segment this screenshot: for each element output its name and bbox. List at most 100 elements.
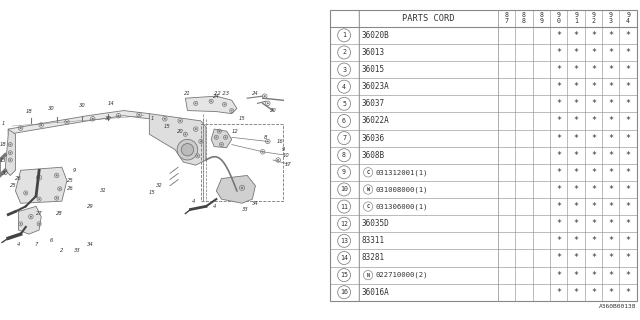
Text: *: * [626, 31, 630, 40]
Circle shape [25, 192, 27, 194]
Text: 7: 7 [35, 242, 38, 247]
Text: *: * [626, 185, 630, 194]
Text: 15: 15 [239, 116, 245, 121]
Text: *: * [608, 133, 613, 143]
Circle shape [221, 144, 222, 146]
Text: *: * [608, 219, 613, 228]
Circle shape [138, 114, 140, 116]
Text: 6: 6 [342, 118, 346, 124]
Circle shape [20, 223, 22, 225]
Text: *: * [608, 151, 613, 160]
Circle shape [164, 118, 166, 120]
Text: *: * [573, 253, 579, 262]
Text: *: * [573, 48, 579, 57]
Text: 25: 25 [67, 178, 74, 183]
Polygon shape [15, 167, 67, 203]
Text: *: * [591, 168, 596, 177]
Text: 83281: 83281 [362, 253, 385, 262]
Text: 36035D: 36035D [362, 219, 390, 228]
Text: C: C [367, 170, 370, 175]
Text: 15: 15 [149, 190, 156, 196]
Text: *: * [556, 48, 561, 57]
Text: *: * [626, 48, 630, 57]
Text: *: * [608, 82, 613, 91]
Circle shape [197, 155, 198, 157]
Text: *: * [556, 133, 561, 143]
Text: *: * [573, 288, 579, 297]
Text: 9
3: 9 3 [609, 12, 613, 24]
Circle shape [59, 188, 61, 190]
Text: 15: 15 [163, 124, 170, 129]
Text: 33: 33 [74, 248, 81, 253]
Circle shape [195, 128, 196, 130]
Text: *: * [556, 219, 561, 228]
Text: 16: 16 [276, 139, 284, 144]
Text: 36037: 36037 [362, 99, 385, 108]
Text: *: * [573, 31, 579, 40]
Text: 22 23: 22 23 [214, 91, 229, 96]
Text: *: * [573, 202, 579, 211]
Text: 20: 20 [177, 129, 184, 134]
Text: *: * [573, 133, 579, 143]
Text: 2: 2 [342, 49, 346, 55]
Text: *: * [591, 99, 596, 108]
Circle shape [38, 198, 40, 200]
Text: *: * [573, 219, 579, 228]
Text: 7: 7 [342, 135, 346, 141]
Text: *: * [556, 82, 561, 91]
Text: 18: 18 [26, 109, 32, 114]
Text: 17: 17 [285, 162, 292, 167]
Text: *: * [556, 271, 561, 280]
Text: *: * [626, 288, 630, 297]
Text: 4: 4 [17, 242, 20, 247]
Text: *: * [626, 236, 630, 245]
Text: *: * [626, 168, 630, 177]
Text: *: * [591, 48, 596, 57]
Text: *: * [556, 99, 561, 108]
Text: 15: 15 [340, 272, 348, 278]
Text: 5: 5 [342, 101, 346, 107]
Text: *: * [608, 48, 613, 57]
Circle shape [277, 159, 279, 161]
Text: 12: 12 [232, 129, 238, 134]
Text: *: * [556, 202, 561, 211]
Circle shape [10, 159, 12, 161]
Text: 11: 11 [340, 204, 348, 210]
Text: 29: 29 [87, 204, 94, 209]
Text: *: * [573, 65, 579, 74]
Text: *: * [626, 133, 630, 143]
Text: 1: 1 [1, 122, 4, 126]
Text: 1: 1 [342, 32, 346, 38]
Text: 3608B: 3608B [362, 151, 385, 160]
Text: *: * [573, 168, 579, 177]
Text: *: * [591, 288, 596, 297]
Text: 4: 4 [342, 84, 346, 90]
Text: 9: 9 [282, 147, 285, 152]
Polygon shape [19, 206, 41, 234]
Text: 30: 30 [79, 103, 86, 108]
Text: 13: 13 [340, 238, 348, 244]
Circle shape [210, 100, 212, 102]
Text: *: * [591, 31, 596, 40]
Circle shape [117, 115, 120, 117]
Circle shape [10, 144, 12, 146]
Circle shape [66, 121, 68, 123]
Text: *: * [608, 31, 613, 40]
Text: A360B00138: A360B00138 [599, 304, 637, 309]
Text: 14: 14 [108, 101, 115, 106]
Bar [201, 124, 284, 201]
Text: 36036: 36036 [362, 133, 385, 143]
Text: *: * [573, 99, 579, 108]
Circle shape [241, 187, 243, 189]
Text: 031306000(1): 031306000(1) [375, 203, 428, 210]
Text: *: * [626, 253, 630, 262]
Text: 26: 26 [15, 176, 22, 181]
Text: 022710000(2): 022710000(2) [375, 272, 428, 278]
Text: 10: 10 [340, 187, 348, 192]
Circle shape [267, 140, 269, 142]
Text: 9
0: 9 0 [557, 12, 561, 24]
Text: 30: 30 [2, 171, 8, 176]
Circle shape [38, 223, 40, 225]
Text: *: * [608, 202, 613, 211]
Text: 28: 28 [56, 211, 63, 216]
